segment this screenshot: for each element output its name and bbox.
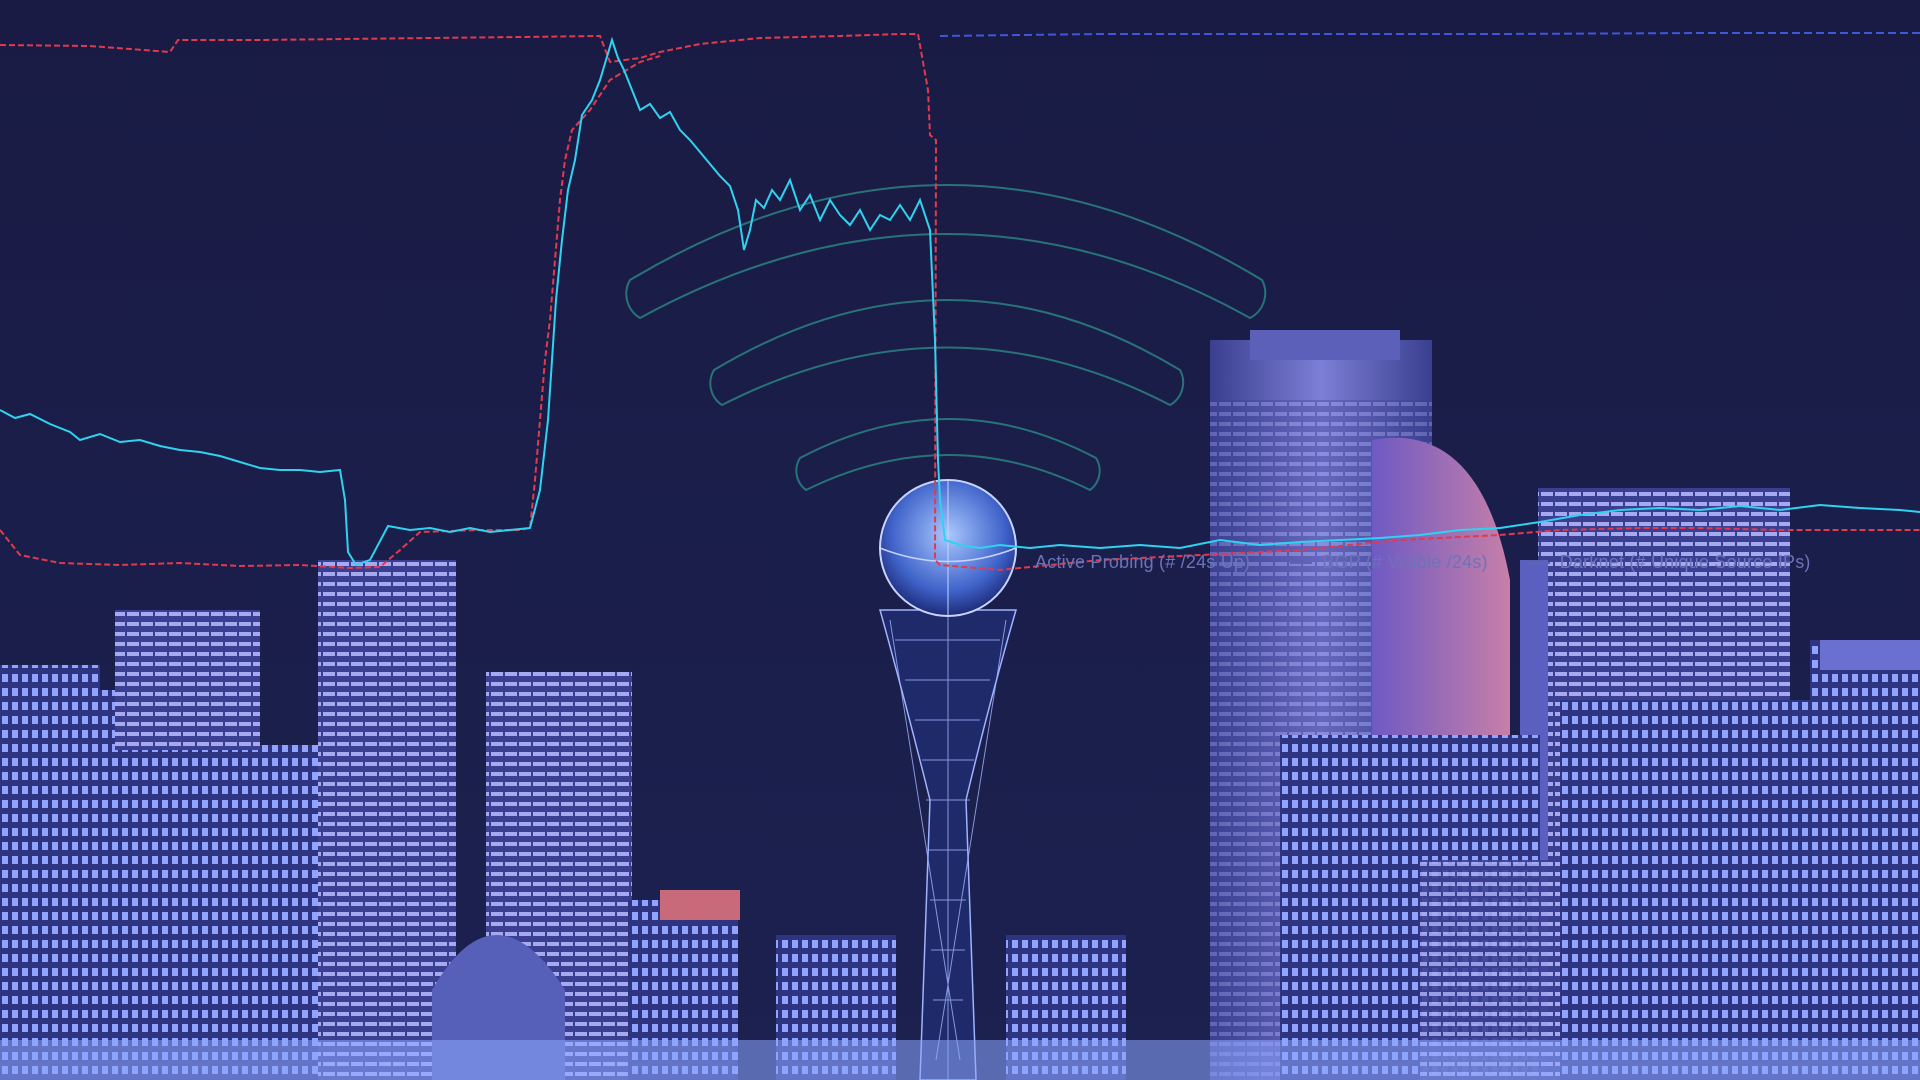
legend-item-darknet: Darknet (# Unique Source IPs): [1527, 552, 1811, 573]
wifi-icon: [625, 184, 1267, 492]
legend-swatch-darknet: [1527, 561, 1550, 564]
chart-legend: Active Probing (# /24s Up) BGP (# Visibl…: [1035, 552, 1811, 573]
bgp-series-line: [0, 33, 1920, 572]
tower-icon: [879, 479, 1017, 1080]
active-probing-series-line: [0, 36, 1920, 567]
legend-item-bgp: BGP (# Visible /24s): [1290, 552, 1488, 573]
legend-label-bgp: BGP (# Visible /24s): [1322, 552, 1488, 572]
ground: [0, 1040, 1920, 1080]
legend-item-active-probing: Active Probing (# /24s Up): [1035, 552, 1250, 573]
skyline: [0, 330, 1920, 1080]
legend-label-darknet: Darknet (# Unique Source IPs): [1559, 552, 1811, 572]
darknet-series-line: [939, 32, 1920, 37]
legend-label-active-probing: Active Probing (# /24s Up): [1035, 552, 1251, 572]
legend-swatch-bgp: [1290, 561, 1313, 564]
